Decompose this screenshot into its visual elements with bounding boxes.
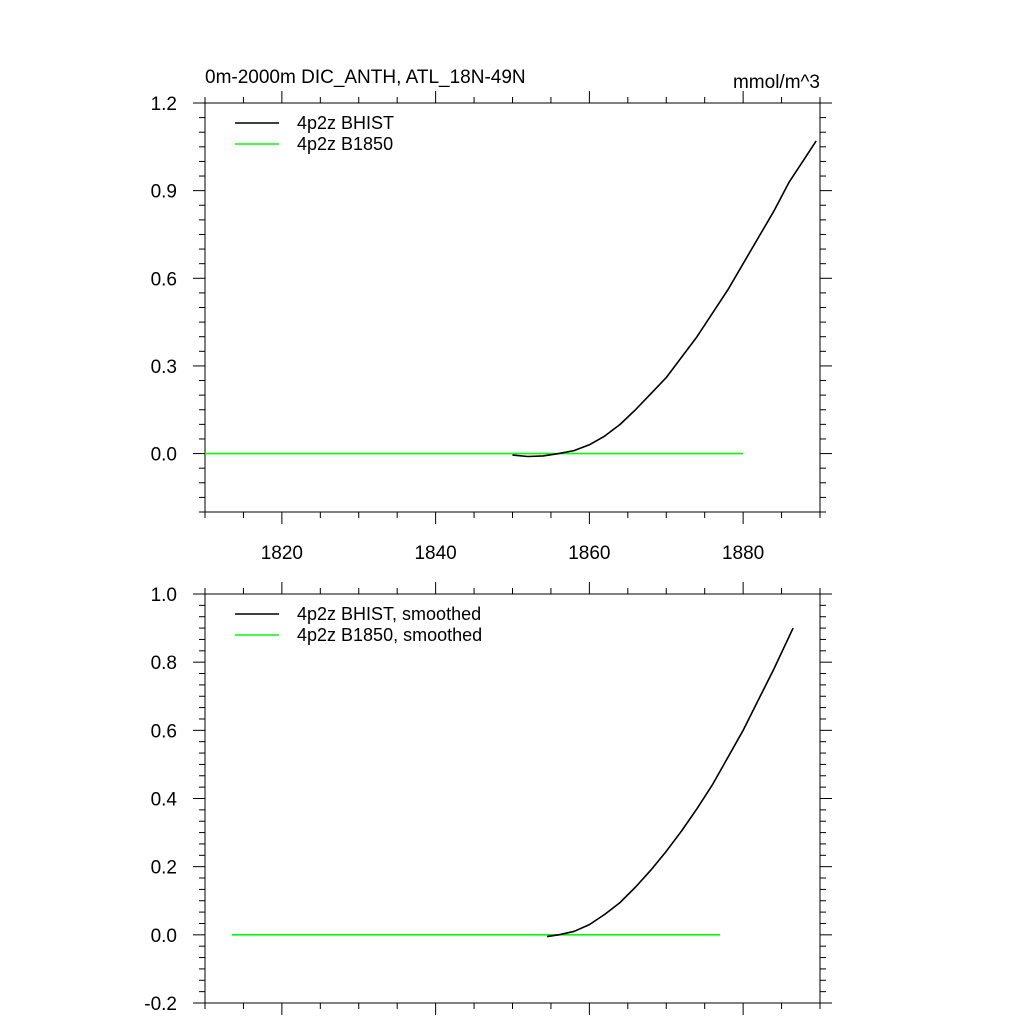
y-tick-label: 0.4 (151, 790, 178, 811)
units-label: mmol/m^3 (733, 72, 820, 93)
chart-title: 0m-2000m DIC_ANTH, ATL_18N-49N (205, 67, 526, 88)
y-tick-label: -0.2 (144, 994, 177, 1015)
legend-label-1: 4p2z BHIST, smoothed (297, 604, 481, 624)
series-line-1 (546, 627, 794, 938)
plot-panel-1: 1820 1840 1860 1880 0.0 0.3 0.6 0.9 1.2 0m-2000m … (151, 67, 832, 564)
plot-frame (204, 593, 821, 1004)
y-tick-label: 0.6 (151, 721, 177, 742)
y-tick-label: 1.0 (151, 585, 177, 606)
x-tick-label: 1860 (568, 543, 610, 564)
y-tick-label: 0.6 (151, 269, 177, 290)
y-tick-label: 0.2 (151, 858, 177, 879)
y-tick-label: 0.8 (151, 653, 177, 674)
plot-panel-2: -0.2 0.0 0.2 0.4 0.6 0.8 1.0 4p2z BHIST, smooth… (144, 582, 832, 1015)
legend-label-2: 4p2z B1850 (297, 134, 393, 154)
legend-label-1: 4p2z BHIST (297, 113, 394, 133)
x-tick-label: 1840 (414, 543, 456, 564)
y-tick-label: 0.0 (151, 926, 177, 947)
y-tick-label: 0.9 (151, 182, 177, 203)
y-tick-label: 1.2 (151, 94, 177, 115)
y-tick-label: 0.3 (151, 357, 177, 378)
plot-frame (204, 102, 821, 513)
series-line-1 (512, 140, 817, 458)
legend-label-2: 4p2z B1850, smoothed (297, 625, 482, 645)
x-tick-label: 1880 (722, 543, 764, 564)
y-tick-label: 0.0 (151, 445, 177, 466)
x-tick-label: 1820 (261, 543, 303, 564)
